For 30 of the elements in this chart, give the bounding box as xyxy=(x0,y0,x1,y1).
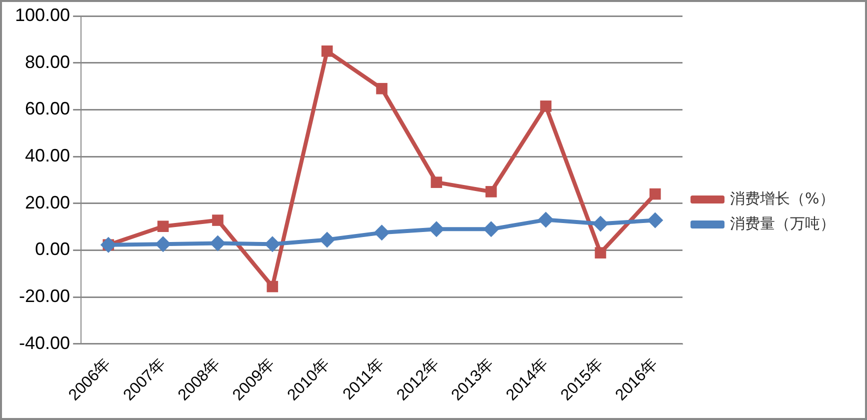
point xyxy=(538,212,554,228)
y-tick-label: 0.00 xyxy=(35,239,70,260)
y-tick-label: 80.00 xyxy=(25,52,70,72)
point xyxy=(594,247,606,258)
y-tick-label: 60.00 xyxy=(25,98,70,119)
point xyxy=(647,212,664,228)
y-tick-label: -40.00 xyxy=(19,332,70,353)
point xyxy=(540,100,552,112)
point xyxy=(428,221,444,238)
y-tick-label: 100.00 xyxy=(14,4,70,25)
point xyxy=(374,224,390,241)
point xyxy=(155,236,172,252)
point xyxy=(210,235,226,252)
point xyxy=(264,236,280,252)
point xyxy=(266,280,278,292)
point xyxy=(319,232,336,248)
point xyxy=(321,45,333,57)
point xyxy=(376,82,388,94)
point xyxy=(592,216,608,232)
y-tick-label: -20.00 xyxy=(19,286,70,306)
point xyxy=(212,214,224,226)
point xyxy=(430,176,442,188)
point xyxy=(650,188,661,200)
y-tick-label: 40.00 xyxy=(25,146,70,166)
point xyxy=(157,220,169,232)
legend-label: 消费增长（%） xyxy=(730,189,834,208)
y-tick-label: 20.00 xyxy=(25,192,70,212)
point xyxy=(483,221,500,238)
point xyxy=(485,186,497,198)
legend-label: 消费量（万吨） xyxy=(730,214,835,232)
